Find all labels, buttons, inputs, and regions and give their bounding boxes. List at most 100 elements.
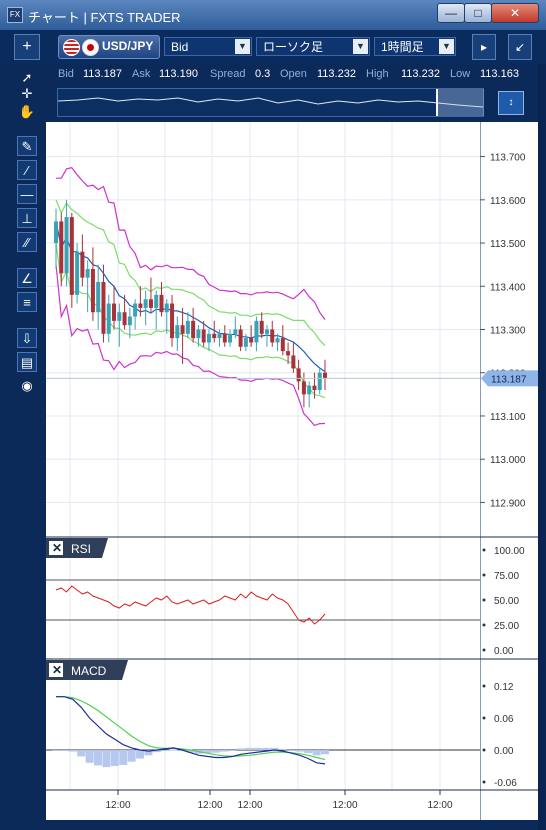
macd-histogram-bar	[203, 750, 212, 754]
add-chart-button[interactable]: +	[14, 34, 40, 60]
vertical-line-icon[interactable]: ⊥	[17, 208, 37, 228]
macd-tick-label: -0.06	[494, 778, 517, 789]
candle-body	[148, 299, 153, 308]
candle-body	[80, 251, 85, 278]
bollinger-bands	[55, 167, 326, 427]
macd-histogram-bar	[52, 750, 60, 751]
candle-body	[270, 329, 275, 343]
price-type-select[interactable]: Bid ▼	[164, 37, 252, 56]
candle-body	[217, 333, 222, 339]
macd-histogram-bar	[161, 750, 170, 751]
macd-histogram-bar	[136, 750, 145, 759]
candle-body	[317, 372, 322, 391]
macd-histogram-bar	[295, 750, 304, 752]
download-icon[interactable]: ⇩	[17, 328, 37, 348]
rsi-tick-mark	[482, 573, 486, 577]
macd-histogram-bar	[60, 750, 69, 751]
navigator-range-handle[interactable]	[436, 89, 484, 116]
macd-histogram-bar	[68, 750, 77, 752]
scroll-right-button[interactable]: ▸	[472, 34, 496, 60]
cursor-icon[interactable]: ➚	[21, 70, 33, 85]
chevron-down-icon: ▼	[439, 39, 454, 54]
candle-body	[127, 316, 132, 326]
candle-body	[164, 303, 169, 313]
candle-body	[175, 325, 180, 339]
candle-body	[64, 217, 69, 274]
macd-histogram-bar	[144, 750, 153, 756]
candle-body	[222, 333, 227, 343]
parallel-lines-icon[interactable]: ∕∕	[17, 232, 37, 252]
horizontal-line-icon[interactable]: —	[17, 184, 37, 204]
hand-icon[interactable]: ✋	[18, 104, 36, 119]
macd-close-button[interactable]	[49, 663, 63, 677]
macd-histogram-bar	[152, 750, 161, 753]
fan-icon[interactable]: ∠	[17, 268, 37, 288]
price-tick-label: 113.100	[490, 412, 526, 423]
chevron-down-icon: ▼	[235, 39, 250, 54]
rsi-tick-mark	[482, 548, 486, 552]
macd-histogram-bar	[186, 750, 195, 753]
bid-label: Bid	[58, 68, 74, 80]
macd-axis: 0.12 0.06 0.00 -0.06	[482, 682, 517, 789]
camera-icon[interactable]: ◉	[21, 378, 33, 393]
macd-histogram-bar	[245, 747, 254, 750]
chart-type-select[interactable]: ローソク足 ▼	[256, 37, 370, 56]
candle-body	[69, 217, 74, 295]
macd-tick-label: 0.12	[494, 682, 514, 693]
macd-histogram-bar	[270, 747, 279, 750]
arrow-right-icon: ▸	[480, 40, 488, 54]
grid	[46, 122, 480, 790]
open-label: Open	[280, 68, 307, 80]
rsi-close-button[interactable]	[49, 541, 63, 555]
detach-button[interactable]: ↙	[508, 34, 532, 60]
price-axis-area[interactable]	[480, 122, 539, 820]
rsi-tick-label: 25.00	[494, 621, 519, 632]
open-value: 113.232	[317, 68, 356, 80]
macd-histogram-bar	[287, 750, 296, 751]
chart-navigator[interactable]	[57, 88, 484, 117]
navigator-expand-button[interactable]: ↕	[498, 91, 524, 115]
bid-value: 113.187	[83, 68, 122, 80]
candle-body	[180, 325, 185, 334]
jp-flag-icon	[82, 39, 99, 56]
time-tick-label: 12:00	[105, 800, 130, 811]
candle-body	[196, 329, 201, 339]
candle-body	[185, 320, 190, 334]
macd-histogram-bar	[102, 750, 111, 768]
close-button[interactable]: ✕	[491, 3, 539, 23]
candle-body	[264, 329, 269, 334]
current-price-label: 113.187	[491, 374, 527, 385]
macd-histogram-bar	[119, 750, 128, 765]
price-type-value: Bid	[171, 40, 189, 54]
close-icon: ✕	[52, 663, 62, 677]
crosshair-icon[interactable]: ✛	[21, 86, 33, 101]
candle-body	[275, 338, 280, 343]
candle-body	[238, 329, 243, 347]
macd-line	[56, 696, 326, 765]
price-tick-label: 113.000	[490, 455, 526, 466]
chart-plot-area[interactable]	[46, 122, 526, 820]
rsi-tick-mark	[482, 598, 486, 602]
symbol-button[interactable]: USD/JPY	[58, 35, 160, 59]
rsi-tick-label: 75.00	[494, 571, 519, 582]
list-icon[interactable]: ▤	[17, 352, 37, 372]
candle-body	[90, 268, 95, 313]
close-icon: ✕	[509, 6, 521, 20]
macd-tick-label: 0.00	[494, 746, 514, 757]
pencil-icon[interactable]: ✎	[17, 136, 37, 156]
fibonacci-icon[interactable]: ≡	[17, 292, 37, 312]
macd-histogram-bar	[312, 750, 321, 756]
candle-body	[254, 320, 259, 343]
trendline-icon[interactable]: ∕	[17, 160, 37, 180]
timeframe-select[interactable]: 1時間足 ▼	[374, 37, 456, 56]
rsi-axis: 100.00 75.00 50.00 25.00 0.00	[482, 546, 525, 657]
ask-value: 113.190	[159, 68, 198, 80]
macd-histogram-bar	[94, 750, 103, 766]
rsi-tick-label: 100.00	[494, 546, 525, 557]
candle-body	[143, 299, 148, 308]
candle-body	[296, 368, 301, 382]
rsi-series	[46, 579, 480, 625]
candle-body	[323, 372, 327, 379]
quote-bar: Bid 113.187 Ask 113.190 Spread 0.3 Open …	[46, 64, 546, 84]
price-tick-label: 113.700	[490, 153, 526, 164]
